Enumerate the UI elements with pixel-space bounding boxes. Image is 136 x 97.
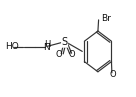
Text: S: S [61, 37, 68, 47]
Text: O: O [56, 50, 62, 59]
Text: Br: Br [101, 14, 111, 23]
Text: N: N [44, 43, 50, 52]
Text: O: O [68, 50, 75, 59]
Text: HO: HO [5, 42, 18, 51]
Text: O: O [109, 70, 116, 79]
Text: H: H [44, 40, 50, 49]
